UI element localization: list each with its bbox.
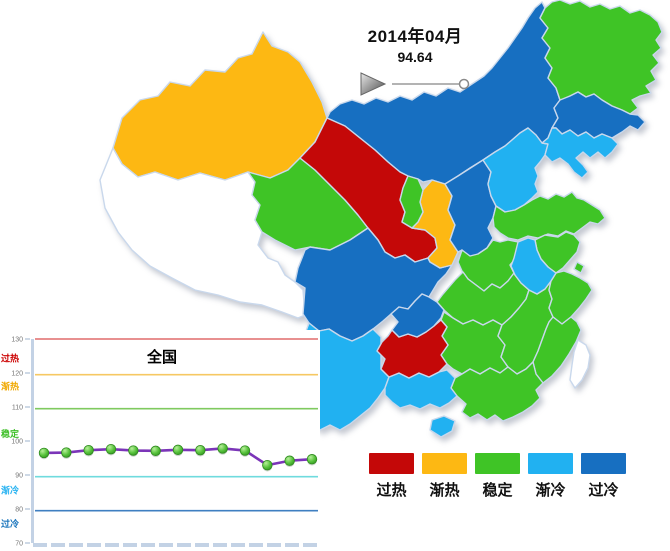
data-point-marker[interactable] (284, 455, 295, 466)
province-xinjiang[interactable] (112, 31, 328, 181)
chart-ytick: 90 (15, 473, 23, 480)
chart-ytick: 70 (15, 541, 23, 548)
legend-swatch-overheated[interactable] (369, 453, 414, 474)
slider-knob[interactable] (458, 78, 470, 90)
data-point-marker[interactable] (150, 445, 161, 457)
data-point-marker[interactable] (262, 459, 273, 471)
province-shanghai[interactable] (573, 261, 585, 274)
data-point-marker[interactable] (105, 443, 117, 455)
data-point-marker[interactable] (217, 443, 228, 454)
province-fujian[interactable] (532, 316, 582, 384)
play-icon[interactable] (358, 71, 388, 97)
province-guangxi[interactable] (384, 369, 458, 410)
chart-ytick: 100 (11, 439, 23, 446)
province-ningxia[interactable] (399, 175, 424, 229)
legend-item-overcooled[interactable]: 过冷 (581, 453, 626, 500)
data-point-marker[interactable] (195, 444, 206, 456)
chart-ytick: 80 (15, 507, 23, 514)
zone-label: 过热 (1, 352, 19, 363)
data-point-marker[interactable] (306, 454, 318, 465)
legend-label-stable: 稳定 (482, 482, 513, 499)
data-point-marker[interactable] (128, 445, 139, 456)
province-guangdong[interactable] (450, 361, 544, 422)
province-xizang[interactable] (99, 147, 306, 319)
legend-label-warming: 渐热 (429, 482, 460, 499)
province-hainan[interactable] (429, 415, 456, 438)
legend-item-warming[interactable]: 渐热 (422, 453, 467, 500)
zone-label: 过冷 (1, 518, 19, 529)
province-zhejiang[interactable] (548, 270, 593, 325)
legend-label-cooling: 渐冷 (535, 482, 566, 499)
province-shandong[interactable] (492, 191, 606, 241)
data-point-marker[interactable] (239, 445, 251, 456)
province-liaoning[interactable] (541, 127, 619, 179)
province-anhui[interactable] (510, 237, 557, 295)
legend-swatch-cooling[interactable] (528, 453, 573, 474)
legend-label-overheated: 过热 (376, 482, 407, 499)
legend-item-overheated[interactable]: 过热 (369, 453, 414, 500)
legend-swatch-warming[interactable] (422, 453, 467, 474)
map-legend: 过热 渐热 稳定 渐冷 过冷 (369, 453, 626, 500)
timeline-date: 2014年04月 (367, 27, 463, 46)
zone-label: 稳定 (1, 428, 20, 439)
data-point-marker[interactable] (38, 447, 50, 459)
legend-item-stable[interactable]: 稳定 (475, 453, 520, 500)
legend-label-overcooled: 过冷 (588, 482, 619, 499)
timeline-control: 2014年04月 94.64 (340, 22, 490, 97)
data-point-marker[interactable] (83, 444, 94, 456)
province-heilongjiang[interactable] (539, 0, 663, 115)
chart-ytick: 130 (11, 337, 23, 344)
data-point-marker[interactable] (172, 444, 184, 456)
chart-ytick: 120 (11, 371, 23, 378)
province-taiwan[interactable] (569, 339, 591, 389)
province-hebei[interactable] (482, 127, 549, 213)
legend-swatch-overcooled[interactable] (581, 453, 626, 474)
legend-item-cooling[interactable]: 渐冷 (528, 453, 573, 500)
zone-label: 渐冷 (1, 485, 19, 496)
zone-label: 渐热 (1, 381, 19, 392)
data-point-marker[interactable] (61, 447, 72, 458)
legend-swatch-stable[interactable] (475, 453, 520, 474)
chart-y-axis (31, 339, 34, 543)
province-chongqing[interactable] (390, 293, 445, 338)
timeline-value: 94.64 (397, 49, 433, 65)
national-trend-chart: 130 120 110 100 90 80 70 过热渐热稳定渐冷过冷 全国 (0, 330, 320, 551)
chart-ytick: 110 (12, 405, 23, 412)
chart-title: 全国 (146, 348, 177, 366)
timeline-slider[interactable] (388, 74, 473, 94)
